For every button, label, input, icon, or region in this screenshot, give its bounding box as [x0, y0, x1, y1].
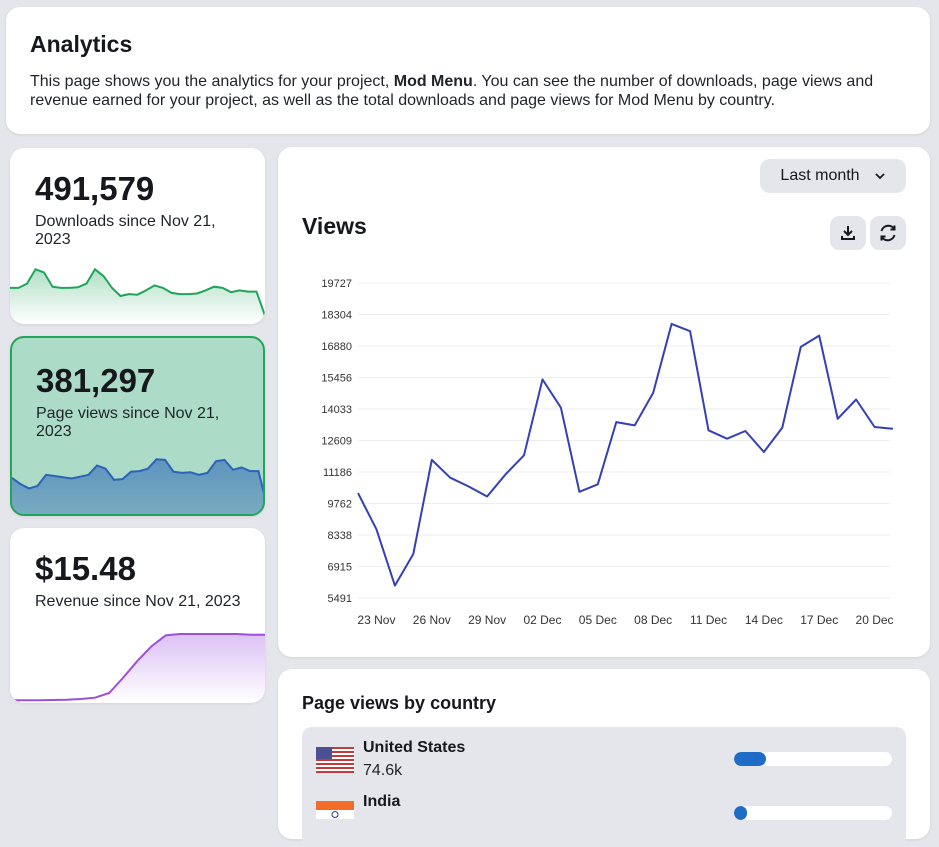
downloads-sparkline: [10, 267, 265, 324]
page-title: Analytics: [30, 31, 133, 57]
page-description: This page shows you the analytics for yo…: [30, 72, 906, 110]
downloads-label: Downloads since Nov 21, 2023: [35, 213, 216, 248]
download-button[interactable]: [830, 216, 866, 250]
views-series-line: [357, 322, 894, 587]
refresh-button[interactable]: [870, 216, 906, 250]
range-label: Last month: [780, 167, 860, 184]
x-tick-label: 26 Nov: [413, 613, 451, 627]
y-tick-label: 5491: [328, 593, 352, 605]
country-share-bar: [734, 752, 892, 766]
y-tick-label: 18304: [321, 309, 352, 321]
x-tick-label: 08 Dec: [634, 613, 672, 627]
x-tick-label: 17 Dec: [800, 613, 838, 627]
country-name: India: [363, 793, 401, 810]
analytics-header: Analytics This page shows you the analyt…: [6, 7, 930, 134]
y-tick-label: 8338: [328, 530, 352, 542]
refresh-icon: [880, 224, 896, 242]
revenue-value: $15.48: [35, 550, 136, 587]
sparkline-line: [10, 633, 265, 702]
x-tick-label: 29 Nov: [468, 613, 506, 627]
y-tick-label: 14033: [321, 404, 352, 416]
sparkline-area: [10, 634, 265, 703]
project-name: Mod Menu: [393, 73, 473, 90]
us-flag-icon: [316, 747, 354, 773]
y-tick-label: 9762: [328, 498, 352, 510]
y-tick-label: 12609: [321, 436, 352, 448]
sparkline-area: [10, 269, 265, 324]
x-tick-label: 11 Dec: [690, 613, 727, 627]
chevron-down-icon: [874, 173, 885, 180]
page-views-value: 381,297: [36, 362, 156, 399]
revenue-stat-card[interactable]: $15.48 Revenue since Nov 21, 2023: [10, 528, 265, 703]
x-tick-label: 14 Dec: [745, 613, 783, 627]
section-title: Page views by country: [302, 693, 497, 713]
desc-text: . You can see the number of downloads, p…: [30, 73, 874, 109]
country-share-bar: [734, 806, 892, 820]
x-tick-label: 02 Dec: [523, 613, 561, 627]
x-tick-label: 23 Nov: [357, 613, 395, 627]
india-flag-icon: [316, 801, 354, 819]
revenue-sparkline: [10, 633, 265, 703]
sparkline-line: [12, 458, 263, 494]
download-icon: [841, 226, 855, 240]
downloads-stat-card[interactable]: 491,579 Downloads since Nov 21, 2023: [10, 148, 265, 324]
country-list: United States 74.6k India: [302, 727, 906, 847]
country-row-india: India: [302, 781, 906, 835]
page-views-sparkline: [12, 458, 263, 514]
views-chart-card: 19727 18304 16880 15456 14033 12609 11186 9762 8…: [278, 147, 930, 657]
country-views: 74.6k: [363, 762, 403, 779]
page-views-stat-card[interactable]: 381,297 Page views since Nov 21, 2023: [10, 336, 265, 516]
sparkline-area: [12, 459, 263, 514]
y-tick-label: 6915: [328, 561, 352, 573]
chart-title: Views: [302, 213, 367, 239]
country-row-united-states: United States 74.6k: [302, 727, 906, 781]
sparkline-line: [10, 267, 265, 317]
desc-text: This page shows you the analytics for yo…: [30, 73, 394, 90]
revenue-label: Revenue since Nov 21, 2023: [35, 593, 241, 610]
page-views-by-country-card: Page views by country United States 74.6…: [278, 669, 930, 847]
y-tick-label: 15456: [321, 373, 352, 385]
range-dropdown[interactable]: Last month: [760, 159, 906, 193]
y-tick-label: 16880: [321, 341, 352, 353]
x-tick-label: 20 Dec: [856, 613, 894, 627]
country-name: United States: [363, 739, 466, 756]
views-line-chart: 19727 18304 16880 15456 14033 12609 11186 9762 8…: [321, 278, 894, 627]
y-tick-label: 19727: [321, 278, 352, 290]
page-views-label: Page views since Nov 21, 2023: [36, 405, 220, 440]
x-tick-label: 05 Dec: [579, 613, 617, 627]
y-tick-label: 11186: [323, 467, 352, 479]
downloads-value: 491,579: [35, 170, 155, 207]
